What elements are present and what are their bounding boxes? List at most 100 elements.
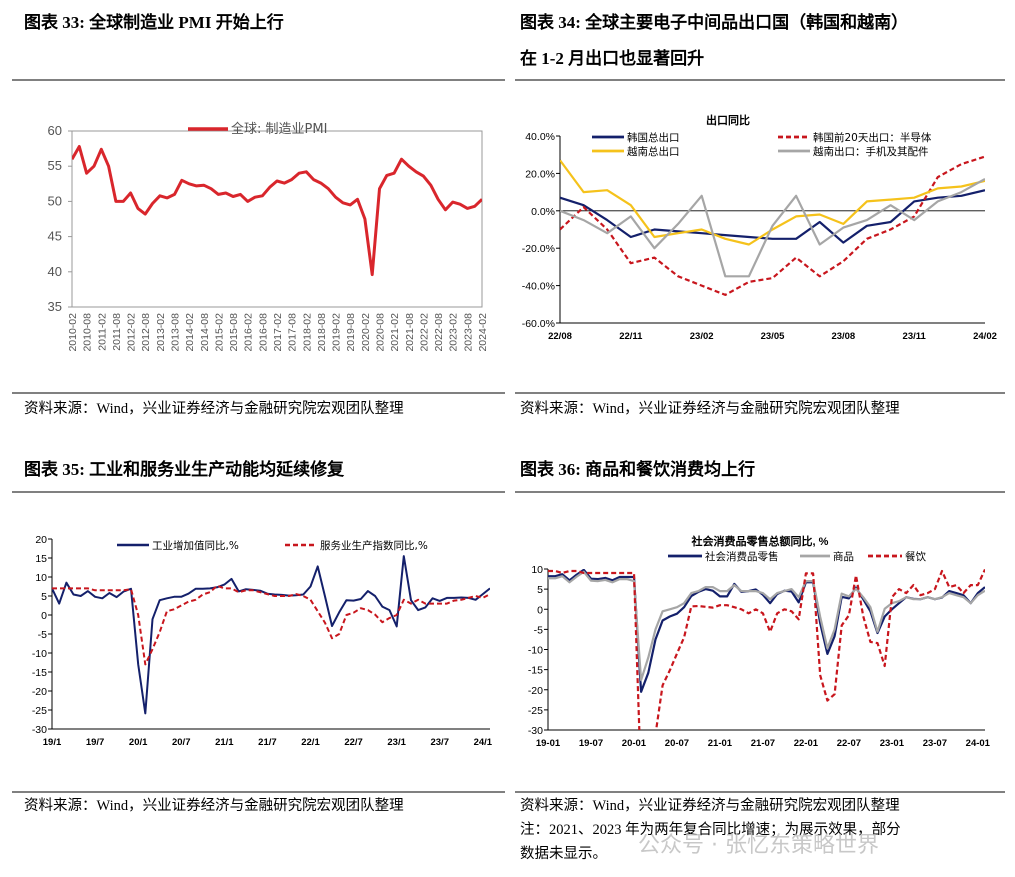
y-tick-label: 0.0% (531, 206, 555, 218)
x-tick-label: 2019-08 (345, 313, 357, 352)
x-tick-label: 2017-08 (287, 313, 299, 352)
legend-label: 社会消费品零售 (705, 550, 779, 563)
x-tick-label: 2016-02 (243, 313, 255, 352)
y-tick-label: 40.0% (525, 131, 555, 143)
x-tick-label: 21-07 (751, 738, 775, 749)
x-tick-label: 2013-08 (170, 313, 182, 352)
y-tick-label: 45 (48, 229, 62, 244)
x-tick-label: 21/1 (215, 737, 234, 748)
series-line (548, 569, 985, 693)
y-tick-label: 5 (537, 584, 543, 596)
x-tick-label: 20/1 (129, 737, 148, 748)
x-tick-label: 2019-02 (331, 313, 343, 352)
x-tick-label: 19-01 (536, 738, 561, 749)
x-tick-label: 2024-02 (477, 313, 489, 352)
y-tick-label: -40.0% (522, 281, 555, 293)
series-line (548, 569, 985, 730)
series-line (548, 570, 985, 682)
x-tick-label: 23-01 (880, 738, 905, 749)
figure-title: 图表 36: 商品和餐饮消费均上行 (520, 459, 755, 479)
y-tick-label: 10 (35, 572, 47, 584)
x-tick-label: 2023-02 (448, 313, 460, 352)
legend-label: 越南总出口 (627, 145, 680, 158)
x-tick-label: 2012-02 (126, 313, 138, 352)
x-tick-label: 2017-02 (272, 313, 284, 352)
legend-label: 韩国前20天出口：半导体 (813, 131, 932, 144)
x-tick-label: 23/1 (387, 737, 406, 748)
x-tick-label: 20-07 (665, 738, 689, 749)
x-tick-label: 2020-02 (360, 313, 372, 352)
figure-title: 图表 34: 全球主要电子中间品出口国（韩国和越南） (520, 12, 908, 32)
legend-label: 餐饮 (905, 550, 926, 563)
x-tick-label: 22/7 (344, 737, 363, 748)
y-tick-label: 5 (41, 591, 47, 603)
y-tick-label: -15 (32, 667, 47, 679)
figure-title: 图表 33: 全球制造业 PMI 开始上行 (24, 12, 284, 32)
x-tick-label: 23/7 (430, 737, 449, 748)
series-line (560, 189, 985, 244)
x-tick-label: 23/08 (831, 331, 855, 342)
legend-label: 服务业生产指数同比,% (320, 539, 428, 552)
x-tick-label: 21/7 (258, 737, 277, 748)
x-tick-label: 22/11 (619, 331, 643, 342)
x-tick-label: 2010-02 (67, 313, 79, 352)
source: 资料来源：Wind，兴业证券经济与金融研究院宏观团队整理 (520, 400, 900, 417)
source: 资料来源：Wind，兴业证券经济与金融研究院宏观团队整理 (24, 400, 404, 417)
x-tick-label: 2016-08 (257, 313, 269, 352)
plot-frame (71, 130, 483, 308)
note: 数据未显示。 (520, 845, 607, 862)
x-tick-label: 19-07 (579, 738, 603, 749)
y-tick-label: -30 (32, 724, 47, 736)
source: 资料来源：Wind，兴业证券经济与金融研究院宏观团队整理 (24, 797, 404, 814)
y-tick-label: -15 (528, 665, 543, 677)
y-tick-label: -10 (32, 648, 47, 660)
x-tick-label: 20-01 (622, 738, 647, 749)
y-tick-label: -5 (38, 629, 47, 641)
legend-label: 工业增加值同比,% (152, 539, 239, 552)
x-tick-label: 2023-08 (462, 313, 474, 352)
y-tick-label: 10 (531, 564, 543, 576)
x-tick-label: 23/11 (903, 331, 927, 342)
x-tick-label: 22-07 (837, 738, 861, 749)
chart-title: 社会消费品零售总额同比, % (691, 534, 829, 548)
y-tick-label: -20 (528, 685, 543, 697)
y-tick-label: 60 (48, 123, 62, 138)
x-tick-label: 2022-02 (418, 313, 430, 352)
series-line (560, 178, 985, 278)
legend-label: 韩国总出口 (627, 131, 680, 144)
x-tick-label: 24/02 (973, 331, 997, 342)
x-tick-label: 2022-08 (433, 313, 445, 352)
x-tick-label: 21-01 (708, 738, 733, 749)
x-tick-label: 2018-02 (301, 313, 313, 352)
y-tick-label: -60.0% (522, 318, 555, 330)
chart-title: 出口同比 (706, 113, 750, 127)
y-tick-label: -30 (528, 725, 543, 737)
x-tick-label: 2014-02 (184, 313, 196, 352)
y-tick-label: 35 (48, 299, 62, 314)
x-tick-label: 2010-08 (82, 313, 94, 352)
x-tick-label: 2014-08 (199, 313, 211, 352)
y-tick-label: -5 (534, 624, 543, 636)
legend-label: 商品 (833, 550, 854, 563)
x-tick-label: 22-01 (794, 738, 819, 749)
source: 资料来源：Wind，兴业证券经济与金融研究院宏观团队整理 (520, 797, 900, 814)
x-tick-label: 2018-08 (316, 313, 328, 352)
series-line (52, 555, 490, 715)
x-tick-label: 2015-08 (228, 313, 240, 352)
x-tick-label: 2011-02 (96, 313, 108, 351)
x-tick-label: 2011-08 (111, 313, 123, 351)
y-tick-label: -20.0% (522, 243, 555, 255)
x-tick-label: 23/05 (761, 331, 785, 342)
x-tick-label: 23/02 (690, 331, 714, 342)
x-tick-label: 2013-02 (155, 313, 167, 352)
x-tick-label: 2012-08 (140, 313, 152, 352)
y-tick-label: 20 (35, 534, 47, 546)
figure-title: 在 1-2 月出口也显著回升 (520, 48, 704, 68)
y-tick-label: 0 (41, 610, 47, 622)
x-tick-label: 2021-02 (389, 313, 401, 352)
series-line (52, 584, 490, 666)
y-tick-label: 20.0% (525, 168, 555, 180)
x-tick-label: 24-01 (966, 738, 991, 749)
note: 注：2021、2023 年为两年复合同比增速；为展示效果，部分 (520, 820, 901, 838)
